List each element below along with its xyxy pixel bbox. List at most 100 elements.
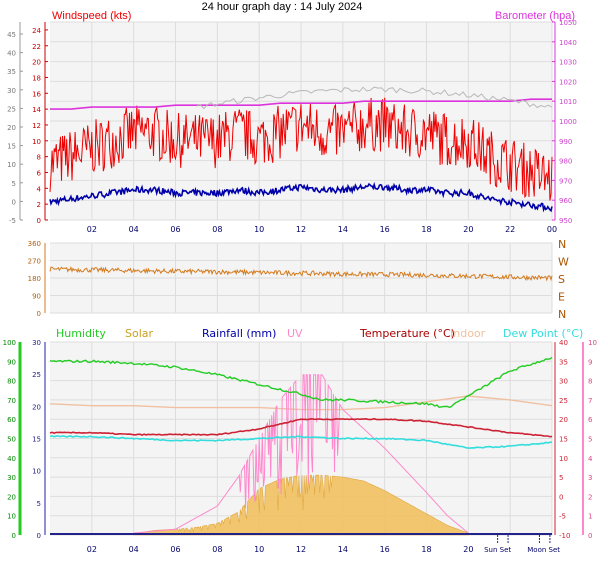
tick-label-rainfall: 30 xyxy=(32,339,41,347)
tick-label-windspeed: 12 xyxy=(32,122,41,130)
tick-label-uv: 7 xyxy=(588,397,592,405)
tick-label-barometer: 1030 xyxy=(559,59,577,67)
tick-label-uv: 1 xyxy=(588,513,592,521)
tick-label-humidity: 100 xyxy=(3,339,16,347)
tick-label-windspeed: 4 xyxy=(37,185,42,193)
tick-label-direction: 270 xyxy=(28,258,41,266)
legend-rainfall-mm-: Rainfall (mm) xyxy=(202,327,276,340)
tick-label-humidity: 40 xyxy=(7,455,16,463)
tick-label-x: 22 xyxy=(505,225,515,234)
tick-label-humidity: 0 xyxy=(12,532,16,540)
tick-label-x: 12 xyxy=(296,225,306,234)
tick-label-barometer: 950 xyxy=(559,217,572,225)
tick-label-x: 14 xyxy=(338,545,348,554)
tick-label-uv: 2 xyxy=(588,493,592,501)
tick-label-temperature: -10 xyxy=(559,532,570,540)
compass-label: N xyxy=(558,238,566,251)
wind-average-line xyxy=(49,181,553,213)
tick-label-barometer: 970 xyxy=(559,177,572,185)
tick-label-temperature: 0 xyxy=(559,493,563,501)
tick-label-temperature: 35 xyxy=(559,358,568,366)
tick-label-rainfall: 25 xyxy=(32,371,41,379)
tick-label-x: 08 xyxy=(212,225,222,234)
tick-label-outer: 30 xyxy=(7,87,16,95)
tick-label-temperature: 5 xyxy=(559,474,563,482)
tick-label-rainfall: 5 xyxy=(37,500,41,508)
tick-label-x: 16 xyxy=(380,545,390,554)
tick-label-barometer: 960 xyxy=(559,197,572,205)
tick-label-windspeed: 16 xyxy=(32,90,41,98)
tick-label-outer: 45 xyxy=(7,31,16,39)
tick-label-temperature: 15 xyxy=(559,436,568,444)
legend-temperature-c-: Temperature (°C) xyxy=(359,327,455,340)
tick-label-barometer: 1020 xyxy=(559,78,577,86)
climate-panel-legend: Humidity Solar Rainfall (mm) UV Temperature … xyxy=(56,327,583,340)
tick-label-windspeed: 22 xyxy=(32,43,41,51)
tick-label-x: 16 xyxy=(380,225,390,234)
tick-label-rainfall: 20 xyxy=(32,403,41,411)
compass-label: E xyxy=(558,291,565,304)
direction-panel-grid xyxy=(50,242,553,314)
tick-label-x: 00 xyxy=(547,225,557,234)
wind-direction-line xyxy=(49,265,553,282)
tick-label-uv: 9 xyxy=(588,358,592,366)
tick-label-humidity: 20 xyxy=(7,493,16,501)
tick-label-temperature: 25 xyxy=(559,397,568,405)
tick-label-uv: 5 xyxy=(588,436,592,444)
tick-label-barometer: 1010 xyxy=(559,98,577,106)
tick-label-direction: 360 xyxy=(28,240,41,248)
barometer-line xyxy=(50,98,552,110)
direction-panel-series xyxy=(49,265,553,282)
tick-label-x: 20 xyxy=(463,225,473,234)
tick-label-uv: 0 xyxy=(588,532,592,540)
tick-label-outer: 20 xyxy=(7,124,16,132)
legend-solar: Solar xyxy=(125,327,154,340)
tick-label-windspeed: 8 xyxy=(37,154,41,162)
compass-label: S xyxy=(558,273,565,286)
solar-area xyxy=(133,474,469,536)
tick-label-barometer: 1000 xyxy=(559,118,577,126)
tick-label-temperature: 40 xyxy=(559,339,568,347)
tick-label-barometer: 1050 xyxy=(559,19,577,27)
compass-label: N xyxy=(558,308,566,321)
wind-panel-grid xyxy=(50,21,553,221)
tick-label-outer: 0 xyxy=(12,198,16,206)
tick-label-humidity: 70 xyxy=(7,397,16,405)
wind-panel-series xyxy=(49,86,553,213)
tick-label-temperature: -5 xyxy=(559,513,566,521)
tick-label-outer: 15 xyxy=(7,143,16,151)
temperature-line xyxy=(49,417,553,438)
tick-label-windspeed: 2 xyxy=(37,201,41,209)
windspeed-line xyxy=(49,97,553,201)
tick-label-x: 10 xyxy=(254,225,264,234)
tick-label-rainfall: 15 xyxy=(32,436,41,444)
tick-label-barometer: 980 xyxy=(559,158,572,166)
tick-label-x: 08 xyxy=(212,545,222,554)
tick-label-x: 12 xyxy=(296,545,306,554)
tick-label-uv: 3 xyxy=(588,474,592,482)
climate-panel-axes: 1009080706050403020100302520151050403530… xyxy=(3,339,597,554)
tick-label-windspeed: 24 xyxy=(32,27,41,35)
tick-label-uv: 4 xyxy=(588,455,593,463)
tick-label-humidity: 50 xyxy=(7,436,16,444)
dewpoint-line xyxy=(49,435,553,449)
tick-label-uv: 10 xyxy=(588,339,597,347)
tick-label-x: 10 xyxy=(254,545,264,554)
tick-label-outer: -5 xyxy=(9,217,16,225)
tick-label-windspeed: 0 xyxy=(37,217,41,225)
tick-label-x: 14 xyxy=(338,225,348,234)
tick-label-outer: 5 xyxy=(12,180,16,188)
tick-label-uv: 8 xyxy=(588,378,592,386)
tick-label-direction: 90 xyxy=(32,293,41,301)
uv-line xyxy=(133,374,469,534)
tick-label-outer: 40 xyxy=(7,50,16,58)
tick-label-outer: 25 xyxy=(7,105,16,113)
tick-label-barometer: 990 xyxy=(559,138,572,146)
tick-label-x: 04 xyxy=(129,545,139,554)
tick-label-outer: 10 xyxy=(7,161,16,169)
tick-label-windspeed: 18 xyxy=(32,74,41,82)
tick-label-temperature: 30 xyxy=(559,378,568,386)
moonset-label: Moon Set xyxy=(527,546,560,554)
legend-barometer: Barometer (hpa) xyxy=(495,10,575,22)
